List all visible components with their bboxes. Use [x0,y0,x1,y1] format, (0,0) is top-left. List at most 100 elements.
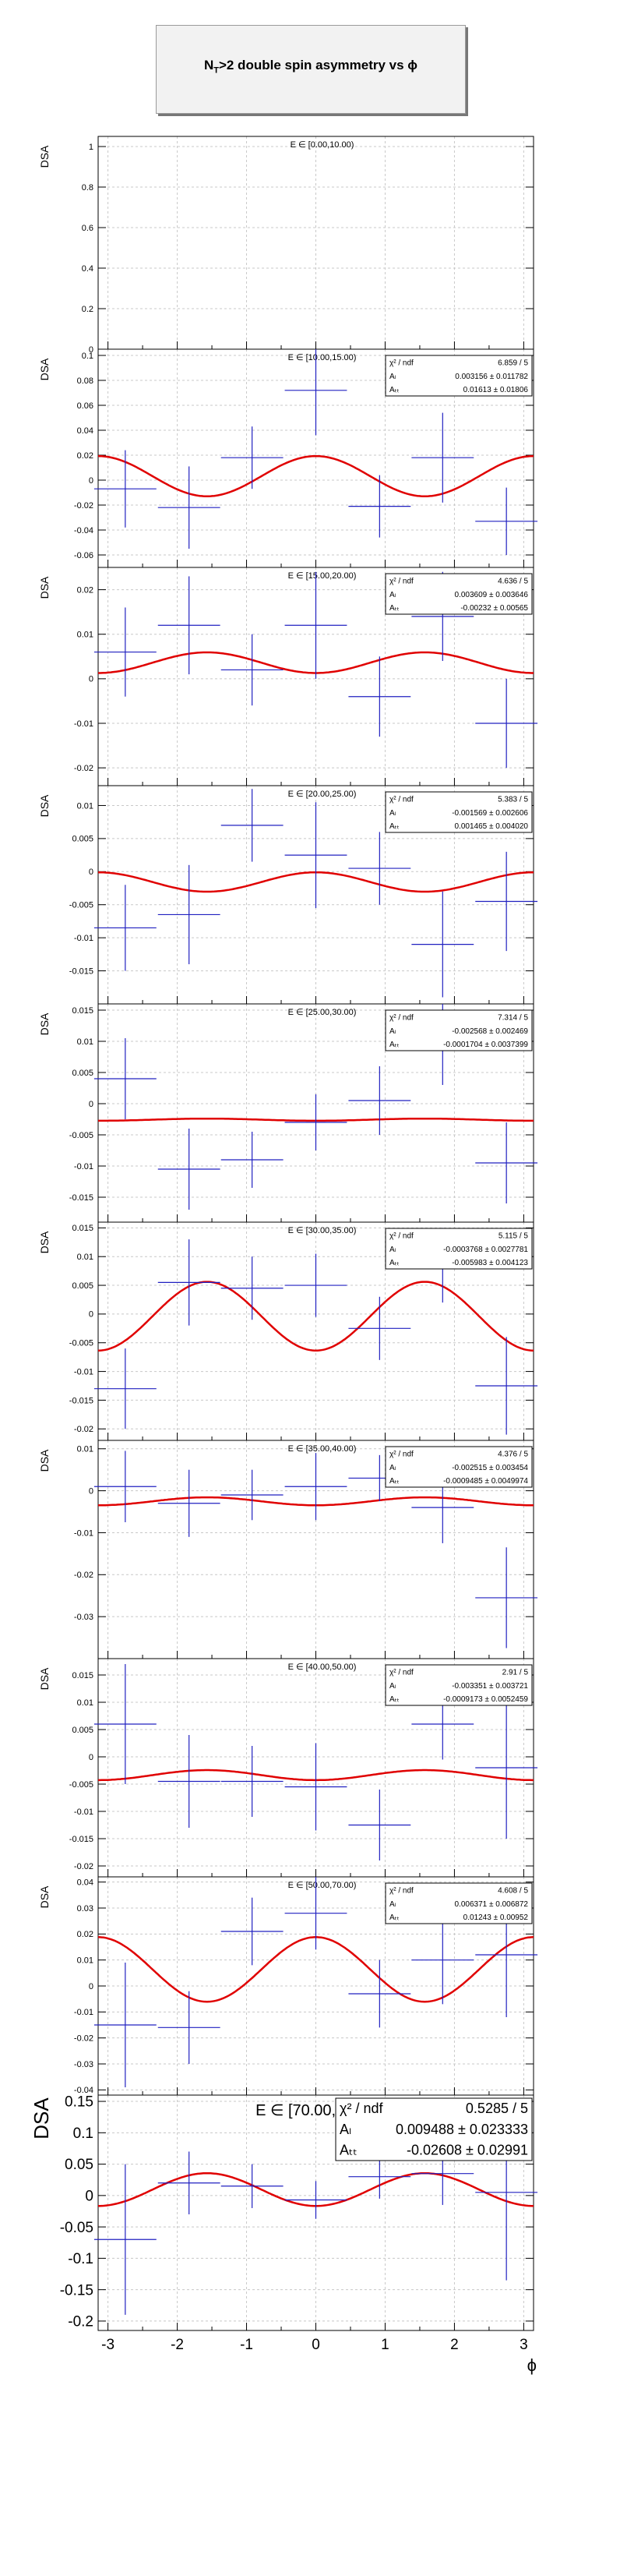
y-tick-label: -0.15 [60,2282,93,2299]
y-tick-label: -0.01 [74,1162,93,1171]
data-point [475,1122,538,1203]
stats-label: Aₗ [389,809,396,818]
stats-label: Aₗ [340,2122,351,2137]
fit-curve [97,1281,534,1352]
stats-value: 0.009488 ± 0.023333 [396,2122,528,2137]
energy-bin-label: E ∈ [35.00,40.00) [288,1444,357,1454]
y-tick-label: -0.02 [74,501,93,511]
data-point [93,1664,157,1784]
y-tick-label: -0.02 [74,1862,93,1871]
data-point [157,1991,220,2064]
y-axis-label: DSA [38,1231,51,1253]
stats-value: 6.859 / 5 [498,359,528,367]
y-tick-label: 0.01 [77,1037,93,1047]
data-point [475,1547,538,1648]
stats-value: -0.0003768 ± 0.0027781 [443,1246,528,1254]
data-point [475,678,538,769]
energy-bin-label: E ∈ [50.00,70.00) [288,1881,357,1890]
stats-box-frame [385,1446,533,1488]
stats-value: -0.002515 ± 0.003454 [452,1464,528,1472]
panel-9: -0.04 -0.03 -0.02 -0.01 0 0.01 0.02 0.03 0.04 DSA… [38,1876,538,2096]
y-tick-label: 0 [85,2189,93,2205]
panel-8: -0.02 -0.015 -0.01 -0.005 0 0.005 0.01 0.015 DSA… [38,1658,538,1878]
stats-label: Aₗ [389,1900,396,1909]
y-tick-label: 0.6 [82,224,93,233]
fit-stats-box: χ² / ndf 6.859 / 5 Aₗ 0.003156 ± 0.011782 Aₜ… [385,355,533,397]
data-point [284,1094,347,1150]
stats-value: -0.002568 ± 0.002469 [452,1027,528,1036]
title-prefix: N [203,58,214,72]
y-axis-label: DSA [38,1012,51,1035]
panel-6: -0.02 -0.015 -0.01 -0.005 0 0.005 0.01 0.015 DSA… [38,1221,538,1441]
y-tick-label: -0.04 [74,2086,93,2095]
y-tick-label: -0.005 [69,901,93,910]
y-tick-label: 0.01 [77,1698,93,1708]
y-tick-label: -0.005 [69,1131,93,1140]
stats-value: 4.376 / 5 [498,1450,528,1458]
x-axis-label: ϕ [527,2355,537,2375]
title-box: NT>2 double spin asymmetry vs ϕ [156,25,466,114]
data-point [93,1451,157,1522]
stats-label: χ² / ndf [389,1013,414,1022]
y-tick-label: 0.015 [72,1671,93,1680]
stats-label: Aₜₜ [389,1477,400,1486]
data-point [284,1453,347,1521]
data-point [220,426,284,489]
y-tick-label: -0.015 [69,1193,93,1203]
data-point [157,576,220,675]
energy-bin-label: E ∈ [40.00,50.00) [288,1663,357,1672]
panel-3: -0.02 -0.01 0 0.01 0.02 DSA E ∈ [15.00,20.00) χ… [38,567,538,786]
data-point [93,1038,157,1119]
y-tick-label: -0.01 [74,1367,93,1376]
y-tick-label: 0.08 [77,376,93,386]
data-point [220,2164,284,2208]
y-tick-label: -0.01 [74,719,93,729]
stats-label: Aₗ [389,591,396,599]
stats-box-frame [335,2097,533,2161]
energy-bin-label: E ∈ [15.00,20.00) [288,571,357,581]
stats-label: Aₗ [389,1027,396,1036]
energy-bin-label: E ∈ [25.00,30.00) [288,1008,357,1017]
stats-label: Aₜₜ [340,2143,358,2158]
y-tick-label: 0 [89,345,93,355]
y-tick-label: 0.03 [77,1904,93,1913]
data-point [157,466,220,549]
y-tick-label: 0.01 [77,1253,93,1262]
data-point [475,487,538,555]
stats-label: Aₜₜ [389,1041,400,1049]
y-tick-label: 1 [89,143,93,152]
stats-value: -0.00232 ± 0.00565 [460,604,528,613]
y-tick-label: -0.02 [74,1571,93,1580]
stats-value: 0.006371 ± 0.006872 [455,1900,529,1909]
stats-label: Aₗ [389,1246,396,1254]
stats-box-frame [385,573,533,615]
data-point [348,656,411,737]
energy-bin-label: E ∈ [10.00,15.00) [288,353,357,362]
y-tick-label: 0.005 [72,1281,93,1291]
y-tick-label: 0.02 [77,451,93,461]
y-axis-label: DSA [38,1449,51,1472]
x-tick-label: 3 [520,2337,528,2353]
y-tick-label: 0 [89,675,93,684]
y-tick-label: -0.005 [69,1780,93,1790]
data-point [284,1743,347,1831]
fit-stats-box: χ² / ndf 0.5285 / 5 Aₗ 0.009488 ± 0.023333 A… [335,2097,533,2161]
y-axis-label: DSA [30,2097,53,2140]
data-point [348,475,411,538]
data-point [93,1963,157,2087]
data-point [157,2151,220,2215]
title-suffix: >2 double spin asymmetry vs ϕ [218,58,418,72]
data-point [411,412,474,503]
data-point [93,885,157,971]
stats-box-frame [385,1882,533,1924]
y-tick-label: 0.05 [65,2157,93,2173]
stats-value: 5.383 / 5 [498,795,528,804]
data-point [284,802,347,908]
stats-value: -0.005983 ± 0.004123 [452,1259,528,1267]
data-point [93,1348,157,1429]
stats-label: χ² / ndf [389,795,414,804]
y-tick-label: -0.02 [74,1425,93,1434]
stats-value: 4.608 / 5 [498,1886,528,1895]
y-axis-label: DSA [38,358,51,380]
